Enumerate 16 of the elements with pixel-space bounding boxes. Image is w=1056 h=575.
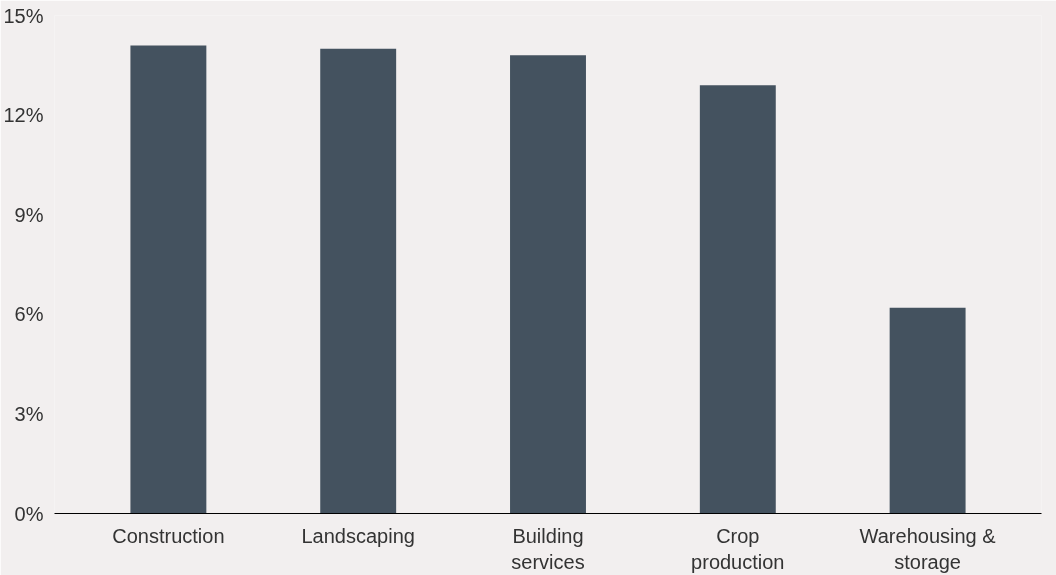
- x-tick-label: Landscaping: [301, 524, 415, 547]
- y-tick-label: 0%: [14, 502, 44, 525]
- bar: [889, 307, 966, 514]
- y-tick-label: 9%: [14, 203, 44, 226]
- bar: [699, 85, 776, 514]
- bar: [320, 48, 397, 514]
- x-tick-label: Crop production: [691, 524, 785, 573]
- x-tick-label: Construction: [112, 524, 225, 547]
- bar: [510, 55, 586, 514]
- y-tick-label: 3%: [14, 402, 44, 425]
- x-tick-label: Warehousing & storage: [859, 524, 997, 573]
- x-tick-label: Building services: [511, 524, 585, 573]
- bar: [130, 45, 207, 514]
- y-tick-label: 6%: [14, 303, 44, 326]
- y-tick-label: 15%: [3, 4, 44, 27]
- y-tick-label: 12%: [3, 104, 44, 127]
